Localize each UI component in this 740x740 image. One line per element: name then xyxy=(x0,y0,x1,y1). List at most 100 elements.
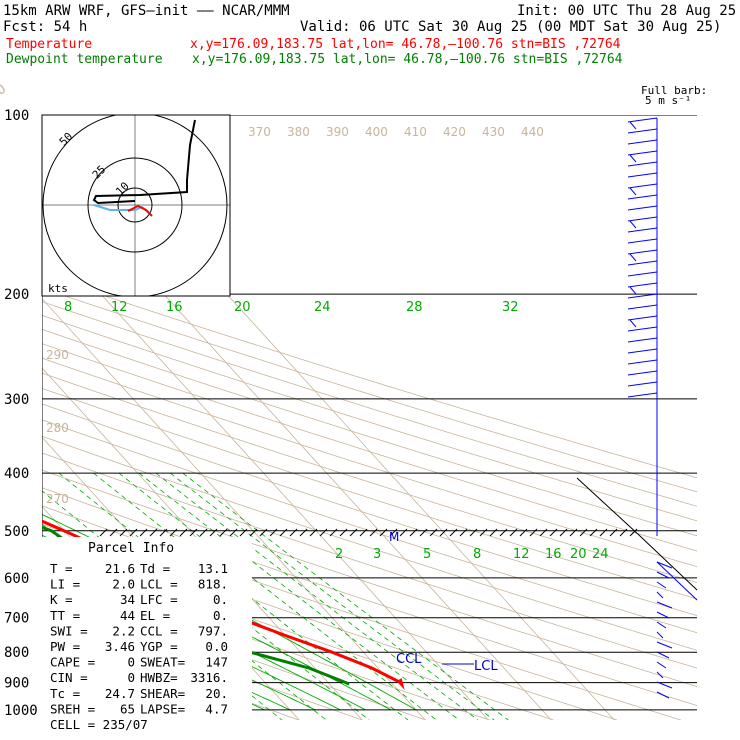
hatch-mark xyxy=(429,528,438,537)
mixing-label-top: 28 xyxy=(406,300,423,315)
wind-barb-tick xyxy=(629,286,637,295)
hodograph: 50 25 10 kts xyxy=(41,114,231,297)
wind-barb-flag xyxy=(627,183,658,189)
forecast-hour: Fcst: 54 h xyxy=(3,19,87,35)
hatch-mark xyxy=(439,528,448,537)
dry-adiabat xyxy=(42,387,697,600)
wind-barb-flag xyxy=(627,260,658,266)
mixing-label-mid: 16 xyxy=(545,547,562,562)
parcel-label-2: YGP = xyxy=(140,639,178,654)
hatch-mark xyxy=(319,528,328,537)
hatch-mark xyxy=(339,528,348,537)
parcel-label: CELL = 235/07 xyxy=(50,717,148,732)
parcel-value-2: 0. xyxy=(213,608,228,623)
theta-label: 410 xyxy=(404,125,427,139)
parcel-label-2: EL = xyxy=(140,608,170,623)
pressure-tick-label: 200 xyxy=(4,287,29,303)
parcel-label-2: Td = xyxy=(140,561,170,576)
wind-barbs xyxy=(627,117,698,699)
wind-barb-low xyxy=(656,661,667,669)
hatch-mark xyxy=(269,528,278,537)
hatch-mark xyxy=(599,528,608,537)
hatch-mark xyxy=(219,528,228,537)
isotherm-line xyxy=(42,367,363,720)
parcel-label: SREH = xyxy=(50,701,95,716)
hatch-mark xyxy=(299,528,308,537)
hatch-mark xyxy=(419,528,428,537)
hatch-mark xyxy=(199,528,208,537)
hodo-units: kts xyxy=(48,282,68,295)
wind-barb-flag xyxy=(627,348,658,354)
wind-barb-low xyxy=(656,641,673,649)
theta-label: 440 xyxy=(521,125,544,139)
hatch-mark xyxy=(369,528,378,537)
temperature-info: x,y=176.09,183.75 lat,lon= 46.78,–100.76… xyxy=(190,37,621,52)
hatch-mark xyxy=(119,528,128,537)
dry-adiabat xyxy=(42,287,697,493)
parcel-value: 65 xyxy=(120,701,135,716)
wind-barb-flag xyxy=(627,282,658,288)
mixing-ratio-line xyxy=(170,472,495,720)
hatch-mark xyxy=(529,528,538,537)
parcel-value-2: 4.7 xyxy=(205,701,228,716)
wind-barb-low xyxy=(656,581,667,589)
parcel-label: T = xyxy=(50,561,73,576)
temperature-legend: Temperature xyxy=(6,37,92,52)
mixing-label-top: 24 xyxy=(314,300,331,315)
wind-barb-tick xyxy=(629,220,637,229)
surface-marker xyxy=(396,678,405,691)
dry-adiabat xyxy=(42,357,697,568)
init-time: Init: 00 UTC Thu 28 Aug 25 xyxy=(517,3,736,19)
theta-label: 420 xyxy=(443,125,466,139)
parcel-label-2: SWEAT= xyxy=(140,655,185,670)
isotherm-line xyxy=(42,713,48,720)
hatch-mark xyxy=(539,528,548,537)
dry-adiabat xyxy=(42,403,697,617)
theta-label-left: 270 xyxy=(46,492,69,506)
parcel-label-2: CCL = xyxy=(140,623,178,638)
hatch-mark xyxy=(239,528,248,537)
hatch-mark xyxy=(449,528,458,537)
mixing-label-top: 16 xyxy=(166,300,183,315)
wind-barb-tick xyxy=(629,121,637,130)
parcel-value-2: 797. xyxy=(198,623,228,638)
mixing-label-top: 20 xyxy=(234,300,251,315)
hatch-mark xyxy=(379,528,388,537)
wind-barb-low xyxy=(656,631,664,639)
wind-barb-flag xyxy=(627,216,658,222)
hatch-mark xyxy=(289,528,298,537)
hatch-mark xyxy=(469,528,478,537)
dry-adiabat xyxy=(42,343,697,552)
parcel-value-2: 13.1 xyxy=(198,561,228,576)
hatch-mark xyxy=(279,528,288,537)
valid-time: Valid: 06 UTC Sat 30 Aug 25 (00 MDT Sat … xyxy=(300,19,721,35)
dry-adiabat xyxy=(42,452,697,669)
pressure-tick-label: 900 xyxy=(4,676,29,692)
hatch-mark xyxy=(409,528,418,537)
mixing-label-top: 8 xyxy=(64,300,72,315)
wind-barb-low xyxy=(656,571,670,579)
wind-barb-flag xyxy=(627,370,658,376)
parcel-label: CAPE = xyxy=(50,655,95,670)
wind-barb-flag xyxy=(627,326,658,332)
parcel-label: Tc = xyxy=(50,686,80,701)
wind-barb-flag xyxy=(627,315,658,321)
dry-adiabat xyxy=(42,314,697,522)
pressure-tick-label: 1000 xyxy=(4,703,38,719)
theta-label: 430 xyxy=(482,125,505,139)
parcel-value-2: 818. xyxy=(198,577,228,592)
wind-barb-flag xyxy=(627,117,658,123)
parcel-info-bg xyxy=(42,537,252,720)
mixing-ratio-line xyxy=(93,472,409,720)
parcel-label-2: LFC = xyxy=(140,592,178,607)
wind-barb-flag xyxy=(627,227,658,233)
wind-barb-flag xyxy=(627,249,658,255)
parcel-value: 44 xyxy=(120,608,135,623)
dry-adiabat xyxy=(42,487,697,706)
hatch-mark xyxy=(179,528,188,537)
wind-barb-flag xyxy=(627,238,658,244)
hatch-mark xyxy=(329,528,338,537)
hatch-mark xyxy=(569,528,578,537)
wind-barb-flag xyxy=(627,205,658,211)
